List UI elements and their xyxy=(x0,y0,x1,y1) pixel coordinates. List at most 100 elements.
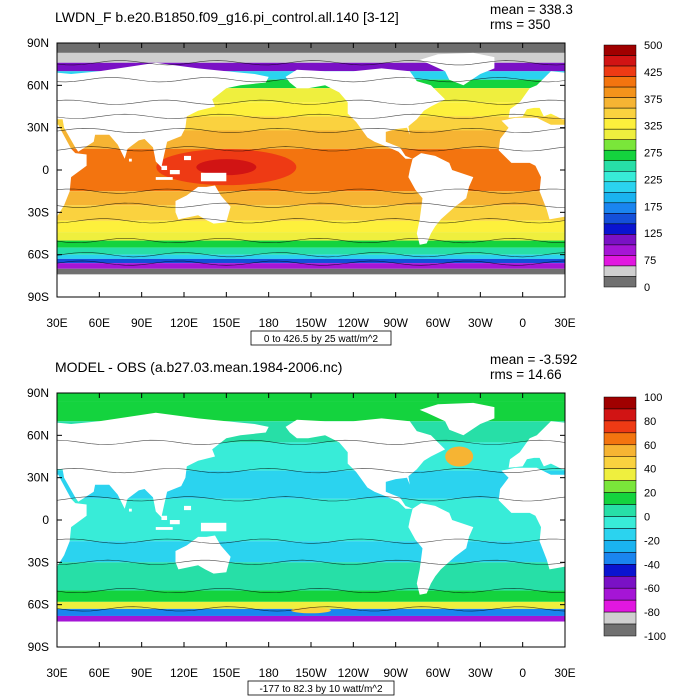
contour-info-box xyxy=(250,330,392,346)
y-tick-label: 0 xyxy=(42,513,49,527)
colorbar-swatch xyxy=(603,468,637,481)
colorbar-label: 40 xyxy=(644,464,656,476)
colorbar-label: 225 xyxy=(644,174,662,186)
land-eurasia xyxy=(57,412,269,518)
colorbar-swatch xyxy=(603,432,637,446)
x-tick-label: 120W xyxy=(338,666,370,680)
stat-rms: rms = 14.66 xyxy=(490,367,562,382)
land-island xyxy=(169,520,180,525)
colorbar-swatch xyxy=(603,107,637,119)
land-eurasia xyxy=(508,421,565,470)
field-band xyxy=(57,562,565,591)
contour-line xyxy=(57,588,565,594)
x-tick-label: 90W xyxy=(383,666,408,680)
colorbar-swatch xyxy=(603,528,637,541)
y-tick-label: 30N xyxy=(27,471,49,485)
colorbar-swatch xyxy=(603,444,637,457)
x-tick-label: 150W xyxy=(295,666,327,680)
colorbar-label: 0 xyxy=(644,512,650,524)
land-eurasia xyxy=(508,71,565,120)
colorbar-swatch xyxy=(603,611,637,625)
plot-area xyxy=(57,43,700,297)
x-tick-label: 60W xyxy=(426,666,451,680)
y-tick-label: 0 xyxy=(42,163,49,177)
colorbar-label: 325 xyxy=(644,121,662,133)
x-tick-label: 0 xyxy=(519,316,526,330)
x-tick-label: 150E xyxy=(212,666,240,680)
contour-line xyxy=(57,238,565,244)
field-band xyxy=(57,615,565,622)
stat-mean: mean = -3.592 xyxy=(490,352,577,367)
colorbar-swatch xyxy=(603,223,637,235)
field-band xyxy=(57,232,565,241)
land-africa xyxy=(498,117,565,220)
land-island xyxy=(128,158,132,162)
chart-title: LWDN_F b.e20.B1850.f09_g16.pi_control.al… xyxy=(55,9,399,25)
contour-line xyxy=(57,60,565,66)
land-africa xyxy=(498,467,565,570)
anomaly-patch xyxy=(445,446,474,467)
field-band xyxy=(57,601,565,609)
land-island xyxy=(200,522,227,532)
land-antarctica xyxy=(57,274,565,297)
land-australia xyxy=(684,186,700,224)
plot-area xyxy=(57,393,700,647)
land-island xyxy=(184,155,192,161)
y-tick-label: 90S xyxy=(28,290,49,304)
colorbar-swatch xyxy=(603,480,637,493)
x-tick-label: 90E xyxy=(131,316,152,330)
x-tick-label: 150W xyxy=(295,316,327,330)
colorbar-label: 425 xyxy=(644,67,662,79)
x-tick-label: 60E xyxy=(89,666,110,680)
land-australia xyxy=(684,536,700,574)
contour-line xyxy=(57,496,565,502)
x-tick-label: 30W xyxy=(468,666,493,680)
colorbar-label: 375 xyxy=(644,94,662,106)
chart-panel-2: MODEL - OBS (a.b27.03.mean.1984-2006.nc)… xyxy=(27,352,700,696)
anomaly-patch xyxy=(291,607,331,614)
x-tick-label: 30W xyxy=(468,316,493,330)
field-band xyxy=(57,258,565,264)
colorbar-label: 75 xyxy=(644,255,656,267)
contour-line xyxy=(57,538,565,544)
land-island xyxy=(128,508,132,512)
colorbar-label: 0 xyxy=(644,282,650,294)
field-band xyxy=(57,541,565,563)
x-tick-label: 150E xyxy=(212,316,240,330)
contour-info-box xyxy=(247,680,395,696)
field-band xyxy=(57,590,565,602)
land-island xyxy=(161,165,168,170)
colorbar-label: 175 xyxy=(644,201,662,213)
field-band xyxy=(57,498,565,542)
land-australia xyxy=(175,535,231,574)
x-tick-label: 90E xyxy=(131,666,152,680)
contour-line xyxy=(57,218,565,224)
field-band xyxy=(57,62,565,72)
colorbar-swatch xyxy=(603,587,637,601)
contour-line xyxy=(57,468,565,474)
colorbar-swatch xyxy=(603,118,637,130)
y-tick-label: 60N xyxy=(27,428,49,442)
land-australia xyxy=(175,185,231,224)
colorbar-swatch xyxy=(603,552,637,565)
y-tick-label: 90N xyxy=(27,36,49,50)
field-band xyxy=(57,148,565,192)
field-band xyxy=(57,52,565,63)
y-tick-label: 90S xyxy=(28,640,49,654)
x-tick-label: 30E xyxy=(46,316,67,330)
colorbar-swatch xyxy=(603,171,637,183)
contour-line xyxy=(57,439,565,445)
y-tick-label: 60S xyxy=(28,248,49,262)
colorbar-swatch xyxy=(603,234,637,246)
colorbar-swatch xyxy=(603,160,637,172)
colorbar-label: 80 xyxy=(644,416,656,428)
field-band xyxy=(57,247,565,255)
y-tick-label: 30S xyxy=(28,205,49,219)
y-tick-label: 30N xyxy=(27,121,49,135)
colorbar-swatch xyxy=(603,564,637,577)
x-tick-label: 120E xyxy=(170,666,198,680)
field-band xyxy=(57,220,565,233)
colorbar-swatch xyxy=(603,192,637,204)
land-north-america xyxy=(285,418,446,509)
warm-pool-core xyxy=(196,159,257,176)
